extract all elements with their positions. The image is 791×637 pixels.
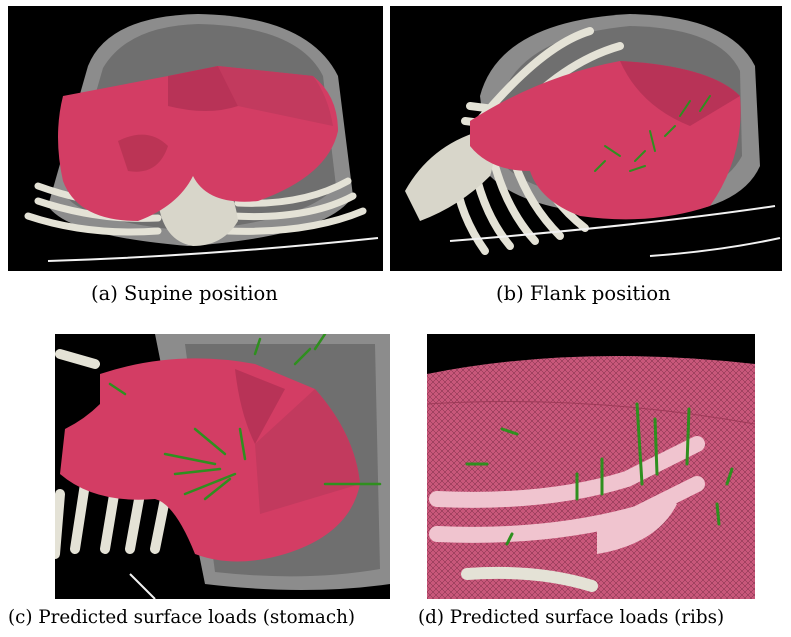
panel-c-stomach-loads-render (55, 334, 390, 599)
panel-b-flank-render (390, 6, 782, 271)
caption-a-text: Supine position (124, 282, 278, 305)
panel-d-ribs-loads-render (427, 334, 755, 599)
caption-c: (c) Predicted surface loads (stomach) (8, 607, 355, 628)
caption-c-text: Predicted surface loads (stomach) (38, 607, 355, 628)
caption-a: (a) Supine position (91, 282, 278, 305)
panel-a-supine-render (8, 6, 383, 271)
caption-a-label: (a) (91, 282, 118, 305)
caption-d: (d) Predicted surface loads (ribs) (418, 607, 724, 628)
caption-b: (b) Flank position (496, 282, 671, 305)
caption-b-label: (b) (496, 282, 524, 305)
caption-d-text: Predicted surface loads (ribs) (449, 607, 725, 628)
caption-b-text: Flank position (529, 282, 671, 305)
caption-d-label: (d) (418, 607, 444, 628)
caption-c-label: (c) (8, 607, 33, 628)
